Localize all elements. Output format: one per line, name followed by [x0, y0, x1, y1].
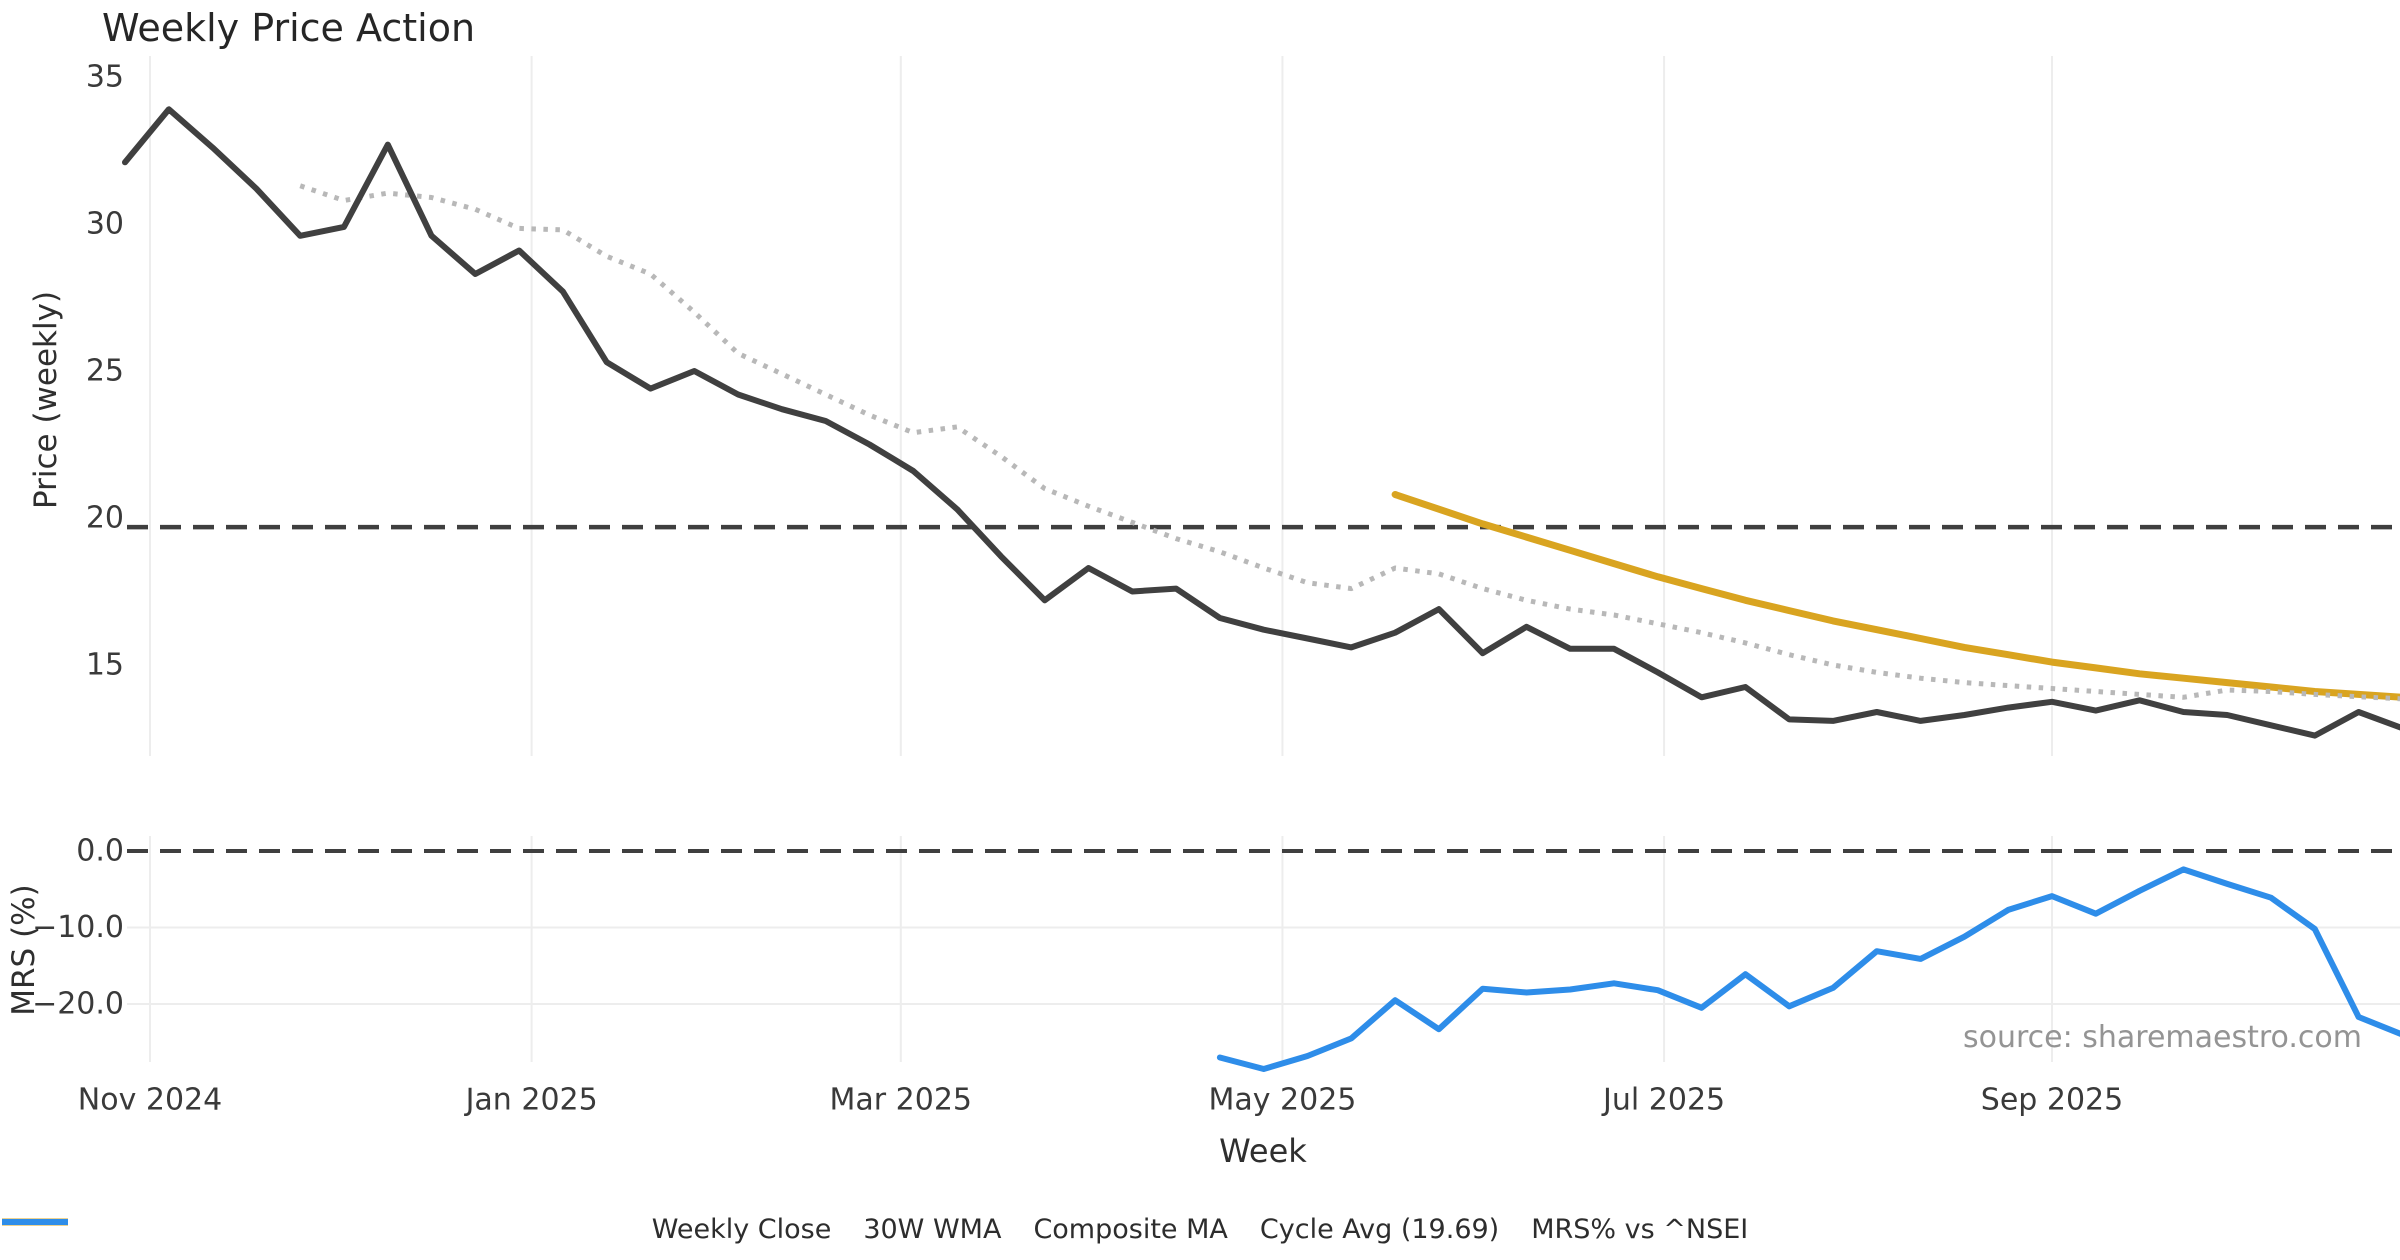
legend-item-mrs-vs-nsei: MRS% vs ^NSEI — [2, 1213, 1749, 1245]
x-tick-label: Nov 2024 — [78, 1083, 222, 1118]
mrs-panel — [127, 849, 2400, 1072]
legend: Weekly Close 30W WMA Composite MA Cycle Avg… — [0, 1206, 2400, 1252]
chart-title: Weekly Price Action — [102, 6, 476, 50]
price-tick-label: 15 — [86, 648, 124, 683]
price-tick-label: 30 — [86, 207, 124, 242]
price-tick-label: 25 — [86, 354, 124, 389]
legend-item-cycle-avg-19-69: Cycle Avg (19.69) — [2, 1213, 1500, 1245]
composite-ma-line — [299, 183, 2400, 702]
mrs-tick-label: 0.0 — [76, 834, 124, 869]
mrs-vs-nsei-line — [1216, 866, 2400, 1072]
mrs-tick-label: −10.0 — [32, 910, 124, 945]
x-tick-label: Sep 2025 — [1981, 1083, 2123, 1118]
mrs-axis-label: MRS (%) — [6, 884, 42, 1016]
price-panel — [122, 106, 2400, 739]
x-tick-label: May 2025 — [1208, 1083, 1356, 1118]
legend-label: Composite MA — [1033, 1213, 1228, 1245]
legend-label: MRS% vs ^NSEI — [1531, 1213, 1749, 1245]
mrs-tick-label: −20.0 — [32, 987, 124, 1022]
weekly-close-line — [122, 106, 2400, 739]
legend-item-30w-wma: 30W WMA — [2, 1213, 1002, 1245]
x-tick-label: Jul 2025 — [1601, 1083, 1725, 1118]
legend-item-weekly-close: Weekly Close — [2, 1213, 832, 1245]
price-tick-label: 35 — [86, 60, 124, 95]
legend-label: 30W WMA — [863, 1213, 1002, 1245]
legend-item-composite-ma: Composite MA — [2, 1213, 1228, 1245]
legend-label: Weekly Close — [651, 1213, 832, 1245]
30w-wma-line — [1391, 491, 2400, 701]
x-tick-label: Mar 2025 — [830, 1083, 973, 1118]
price-tick-label: 20 — [86, 501, 124, 536]
price-axis-label: Price (weekly) — [28, 290, 64, 510]
x-axis-label: Week — [1219, 1132, 1307, 1170]
source-watermark: source: sharemaestro.com — [1963, 1020, 2362, 1055]
x-tick-label: Jan 2025 — [464, 1083, 598, 1118]
legend-label: Cycle Avg (19.69) — [1259, 1213, 1500, 1245]
legend-swatch-mrs-vs-nsei — [2, 1219, 68, 1225]
